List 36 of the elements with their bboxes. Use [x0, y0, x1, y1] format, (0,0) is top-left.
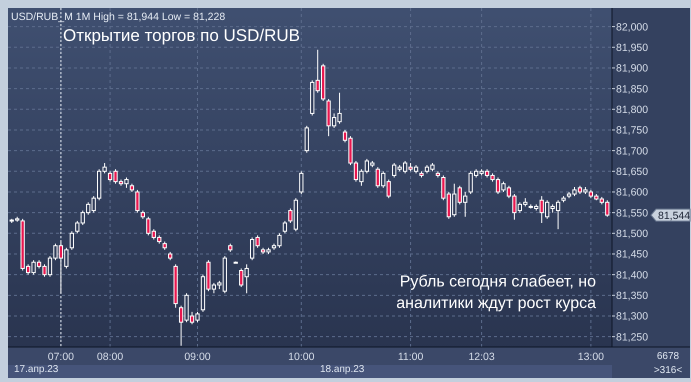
candlestick — [282, 220, 288, 234]
x-tick-label: 09:00 — [184, 351, 211, 363]
y-tick-label: 81,800 — [616, 104, 648, 116]
y-tick-label: 81,900 — [616, 62, 648, 75]
y-tick-label: 81,350 — [616, 290, 648, 302]
y-tick-label: 81,850 — [616, 83, 648, 96]
text: 18.апр.23 — [320, 364, 365, 375]
y-tick-label: 81,600 — [616, 186, 648, 199]
candlestick — [299, 170, 304, 195]
y-tick-label: 81,700 — [616, 145, 648, 158]
text: Открытие торгов по USD/RUB — [63, 26, 300, 45]
text: >316< — [654, 365, 682, 376]
text: 6678 — [656, 351, 680, 362]
chart-subtitle: USD/RUB_M 1M High = 81,944 Low = 81,228 — [11, 11, 226, 23]
y-tick-label: 81,300 — [616, 310, 648, 323]
annotation: Рубль сегодня слабеет, но аналитики ждут рост курса — [396, 273, 596, 312]
candlestick — [304, 125, 309, 154]
x-tick-label: 10:00 — [288, 351, 315, 363]
x-tick-label: 08:00 — [96, 351, 124, 363]
y-tick-label: 81,450 — [616, 248, 648, 261]
y-tick-label: 81,550 — [616, 207, 648, 220]
y-tick-label: 81,650 — [616, 166, 648, 178]
y-tick-label: 81,250 — [616, 331, 648, 344]
candlestick — [70, 230, 74, 250]
y-tick-label: 81,400 — [616, 269, 648, 282]
x-tick-label: 12:03 — [468, 351, 495, 363]
y-tick-label: 81,750 — [616, 124, 648, 137]
text: 17.апр.23 — [14, 364, 59, 375]
x-tick-label: 11:00 — [398, 351, 424, 363]
x-tick-label: 07:00 — [48, 351, 74, 363]
y-tick-label: 82,000 — [616, 21, 648, 34]
x-tick-label: 13:00 — [578, 351, 604, 363]
y-tick-label: 81,500 — [616, 228, 648, 240]
candlestick — [135, 189, 140, 214]
y-tick-label: 81,950 — [616, 42, 648, 54]
text: 81,544 — [658, 210, 690, 222]
